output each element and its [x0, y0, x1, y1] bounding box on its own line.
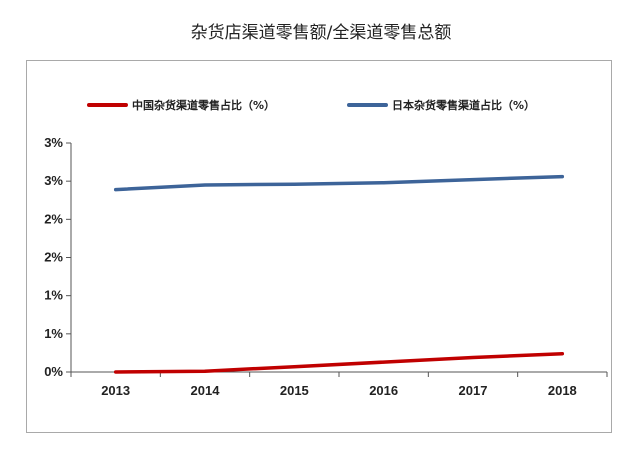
- series-0-point: [203, 369, 207, 373]
- series-1-point: [203, 183, 207, 187]
- y-tick-label: 3%: [44, 173, 63, 188]
- series-0-point: [382, 360, 386, 364]
- chart-title: 杂货店渠道零售额/全渠道零售总额: [190, 23, 452, 43]
- line-chart: 0% 1% 1% 2% 2% 3% 3% 2013 2014 2015 2016 2017 2018 中国…: [44, 98, 608, 398]
- y-tick-label: 0%: [44, 364, 63, 379]
- series-1-point: [292, 182, 296, 186]
- y-tick-label: 1%: [44, 326, 63, 341]
- series-0-point: [292, 365, 296, 369]
- legend-label: 中国杂货渠道零售占比（%）: [132, 98, 275, 112]
- legend-label: 日本杂货零售渠道占比（%）: [392, 98, 535, 112]
- series-0-point: [560, 352, 564, 356]
- y-tick-label: 3%: [44, 135, 63, 150]
- y-tick-label: 2%: [44, 250, 63, 265]
- series-1-point: [560, 175, 564, 179]
- x-tick-label: 2014: [191, 383, 221, 398]
- x-tick-label: 2015: [280, 383, 309, 398]
- series-line-0: [113, 351, 565, 374]
- series-0-point: [471, 355, 475, 359]
- x-tick-label: 2013: [101, 383, 130, 398]
- series-0-point: [114, 370, 118, 374]
- x-tick-label: 2016: [369, 383, 398, 398]
- chart-frame: 0% 1% 1% 2% 2% 3% 3% 2013 2014 2015 2016 2017 2018 中国…: [26, 60, 612, 433]
- x-tick-label: 2017: [459, 383, 488, 398]
- series-1-point: [471, 178, 475, 182]
- series-1-point: [114, 188, 118, 192]
- y-tick-label: 2%: [44, 211, 63, 226]
- series-line-1: [113, 174, 565, 192]
- series-1-point: [382, 181, 386, 185]
- x-tick-label: 2018: [548, 383, 577, 398]
- y-tick-label: 1%: [44, 288, 63, 303]
